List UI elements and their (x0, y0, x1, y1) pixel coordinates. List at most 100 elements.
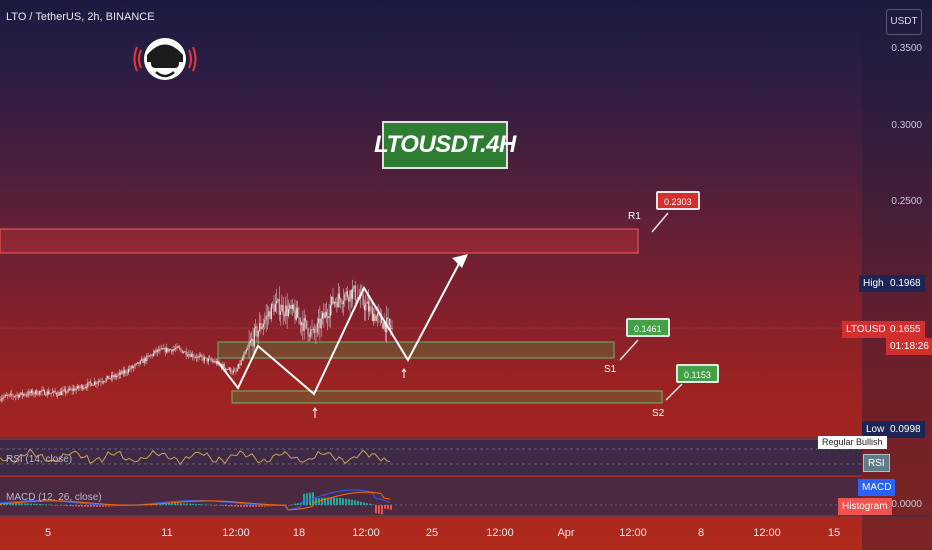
histogram-bar (75, 505, 77, 507)
candle-body (257, 330, 259, 337)
candle-body (164, 347, 166, 353)
candle-body (141, 359, 143, 361)
candle-body (38, 391, 40, 395)
candle-body (63, 389, 65, 391)
candle-body (302, 322, 304, 331)
histogram-bar (294, 503, 296, 505)
candle-body (244, 351, 246, 355)
candle-body (91, 383, 93, 386)
histogram-bar (54, 505, 56, 506)
candle-body (99, 381, 101, 383)
candle-body (308, 335, 310, 337)
histogram-bar (351, 499, 353, 505)
candle-body (179, 347, 181, 349)
x-tick-label: 11 (161, 527, 173, 539)
candle-body (295, 307, 297, 320)
candle-body (190, 354, 192, 357)
candle-body (234, 370, 236, 372)
candle-body (238, 363, 240, 369)
candle-body (346, 291, 348, 298)
candle-body (289, 305, 291, 310)
x-tick-label: 12:00 (753, 527, 781, 539)
candle-body (2, 397, 4, 399)
histogram-bar (237, 505, 239, 507)
histogram-bar (378, 505, 380, 514)
candle-body (201, 355, 203, 358)
candle-body (382, 322, 384, 329)
histogram-bar (183, 503, 185, 505)
rsi-legend[interactable]: RSI (14, close) (6, 454, 73, 465)
candle-body (283, 315, 285, 317)
candle-body (223, 364, 225, 368)
candle-body (186, 355, 188, 357)
candle-body (66, 391, 68, 393)
histogram-bar (63, 505, 65, 506)
candle-body (354, 285, 356, 300)
candle-body (139, 360, 141, 365)
histogram-bar (192, 503, 194, 505)
candle-body (86, 387, 88, 388)
histogram-bar (387, 505, 389, 510)
currency-button[interactable]: USDT (886, 9, 922, 35)
histogram-bar (174, 503, 176, 505)
candle-body (110, 375, 112, 379)
candle-body (332, 296, 334, 304)
histogram-bar (102, 505, 104, 507)
candle-body (78, 385, 80, 389)
candle-body (166, 347, 168, 353)
histogram-bar (96, 505, 98, 507)
histogram-bar (186, 503, 188, 505)
candle-body (12, 395, 14, 397)
candle-body (236, 368, 238, 371)
candle-body (116, 375, 118, 378)
histogram-bar (381, 505, 383, 515)
candle-body (228, 367, 230, 370)
projection-arrowhead (452, 254, 468, 268)
support-zone-s1 (217, 341, 615, 359)
candle-body (142, 359, 144, 363)
histogram-bar (300, 502, 302, 505)
histogram-bar (303, 493, 305, 505)
candle-body (197, 356, 199, 359)
macd-legend[interactable]: MACD (12, 26, close) (6, 492, 102, 503)
candle-body (118, 372, 120, 375)
s1-value-callout: 0.1461 (626, 318, 670, 337)
histogram-bar (246, 505, 248, 507)
histogram-bar (24, 503, 26, 505)
histogram-bar (357, 500, 359, 505)
candle-body (61, 391, 63, 396)
candle-body (68, 388, 70, 390)
histogram-bar (6, 503, 8, 505)
candle-body (27, 394, 29, 396)
histogram-bar (339, 498, 341, 505)
candle-body (294, 310, 296, 320)
histogram-bar (261, 505, 263, 507)
candle-body (231, 372, 233, 374)
histogram-bar (249, 505, 251, 507)
candle-body (348, 297, 350, 302)
candle-body (130, 366, 132, 370)
candle-body (82, 385, 84, 390)
candle-body (11, 393, 13, 396)
bounce-arrow (312, 407, 318, 418)
candle-body (88, 381, 90, 383)
candle-body (335, 301, 337, 303)
candle-body (62, 390, 64, 392)
candle-body (71, 388, 73, 391)
candle-body (266, 315, 268, 317)
regular-bullish-label: Regular Bullish (818, 436, 887, 449)
candle-body (245, 349, 247, 352)
candle-body (328, 316, 330, 319)
candle-body (375, 316, 377, 322)
candle-body (8, 394, 10, 396)
r1-label: R1 (628, 211, 641, 222)
candle-body (33, 393, 35, 395)
candle-body (101, 381, 103, 383)
candle-body (143, 358, 145, 363)
x-tick-label: 12:00 (619, 527, 647, 539)
candle-body (162, 348, 164, 350)
candle-body (369, 306, 371, 312)
candle-body (93, 381, 95, 385)
candle-body (381, 314, 383, 323)
candle-body (276, 300, 278, 304)
